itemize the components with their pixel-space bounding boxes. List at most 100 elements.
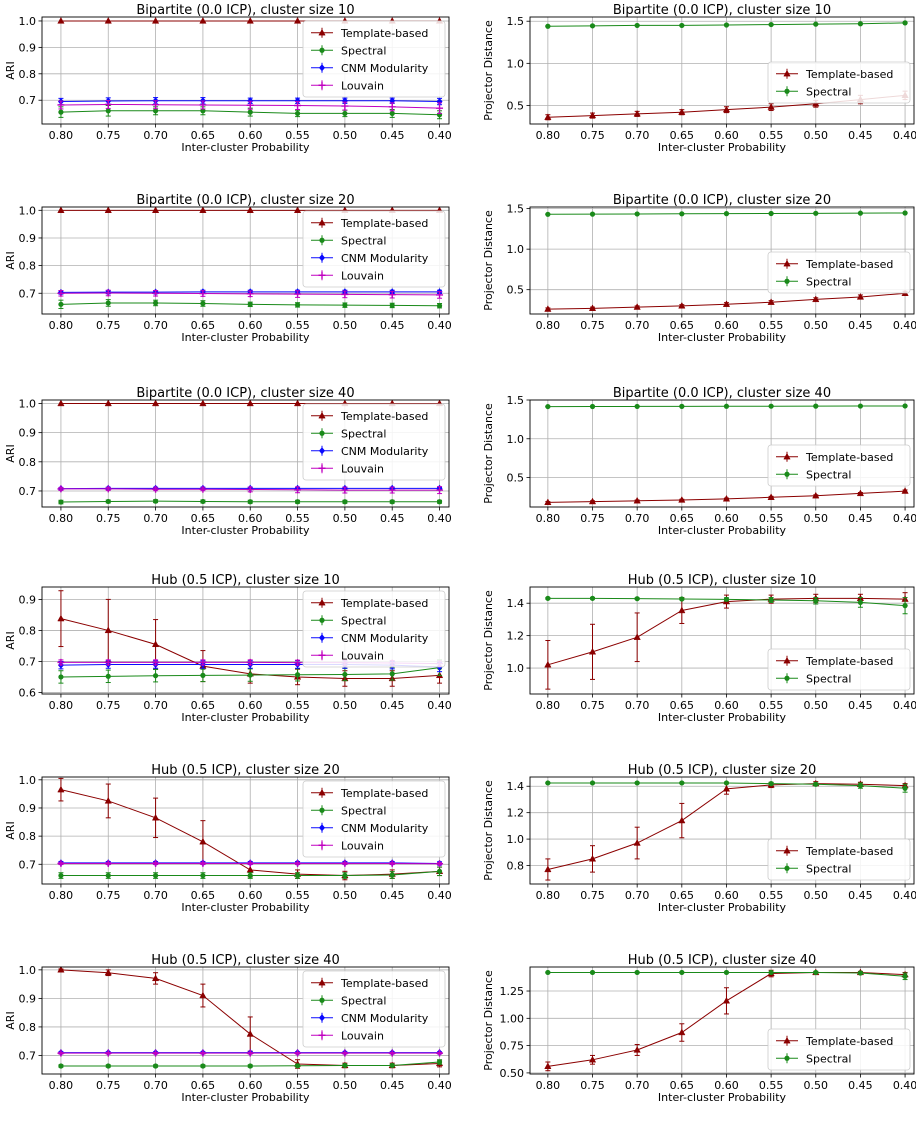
data-point (199, 859, 207, 867)
legend-item: Spectral (776, 85, 851, 98)
data-point (199, 206, 207, 213)
data-point (58, 1063, 64, 1069)
legend-marker (319, 634, 325, 642)
legend-label: Louvain (341, 649, 384, 662)
x-tick-label: 0.60 (238, 699, 263, 712)
legend-item: Template-based (311, 597, 428, 610)
data-point (679, 596, 685, 602)
x-tick-label: 0.70 (625, 319, 650, 332)
data-point (812, 295, 820, 303)
subplot-title: Bipartite (0.0 ICP), cluster size 10 (613, 3, 831, 18)
legend-label: Template-based (340, 27, 428, 40)
data-point (633, 633, 641, 640)
data-point (104, 206, 112, 213)
data-point (633, 1046, 641, 1053)
legend-item: Template-based (776, 1035, 893, 1048)
x-axis-label: Inter-cluster Probability (181, 524, 310, 537)
data-point (813, 781, 819, 787)
x-axis-label: Inter-cluster Probability (658, 141, 787, 154)
data-point (857, 403, 864, 409)
y-tick-label: 1.0 (507, 433, 525, 446)
data-point (57, 658, 65, 666)
data-point (902, 603, 908, 609)
data-point (199, 101, 207, 109)
series-spectral (545, 780, 908, 793)
y-tick-label: 0.9 (19, 232, 37, 245)
legend-marker (784, 471, 790, 477)
data-point (151, 399, 160, 407)
data-point (722, 494, 731, 502)
data-point (105, 108, 111, 114)
legend-item: Louvain (311, 79, 384, 92)
y-tick-label: 0.8 (19, 624, 37, 637)
data-point (294, 1049, 302, 1057)
x-tick-label: 0.65 (670, 512, 695, 525)
legend-marker (318, 598, 326, 606)
legend-label: Spectral (806, 862, 851, 875)
x-axis-label: Inter-cluster Probability (658, 524, 787, 537)
axes-frame (529, 399, 915, 508)
series-louvain (57, 289, 444, 299)
data-point (152, 108, 159, 114)
x-tick-label: 0.75 (96, 512, 121, 525)
legend-marker (318, 978, 326, 986)
x-tick-label: 0.80 (536, 889, 561, 902)
x-tick-label: 0.40 (427, 889, 452, 902)
y-axis-label: ARI (4, 1011, 17, 1029)
x-tick-label: 0.60 (238, 512, 263, 525)
y-tick-label: 1.0 (19, 15, 37, 28)
y-tick-label: 0.7 (19, 485, 37, 498)
y-tick-label: 0.9 (19, 992, 37, 1005)
series-spectral (58, 866, 443, 879)
y-tick-label: 0.8 (507, 860, 525, 873)
legend-marker (318, 28, 326, 36)
axes-frame (41, 586, 450, 695)
data-point (545, 780, 551, 786)
x-tick-label: 0.75 (96, 129, 121, 142)
legend-label: Spectral (341, 44, 386, 57)
data-point (813, 21, 819, 27)
data-point (341, 1049, 349, 1057)
data-point (152, 498, 159, 504)
x-tick-label: 0.75 (96, 889, 121, 902)
data-point (58, 674, 64, 680)
data-point (679, 969, 685, 976)
data-point (722, 784, 731, 792)
x-tick-label: 0.70 (143, 699, 168, 712)
series-spectral (58, 498, 443, 505)
data-point (152, 300, 159, 306)
y-tick-label: 0.75 (500, 1040, 525, 1053)
y-tick-label: 1.0 (507, 243, 525, 256)
subplot-title: Hub (0.5 ICP), cluster size 40 (628, 953, 817, 968)
legend-marker (319, 1014, 325, 1022)
data-point (104, 797, 112, 804)
data-point (342, 872, 348, 879)
data-point (902, 973, 908, 979)
data-point (294, 499, 301, 505)
data-point (294, 859, 302, 867)
x-tick-label: 0.40 (893, 129, 916, 142)
y-tick-label: 0.8 (19, 68, 37, 81)
data-point (105, 872, 111, 879)
legend-label: CNM Modularity (341, 62, 429, 75)
legend-item: Spectral (311, 44, 386, 57)
y-tick-label: 0.5 (507, 284, 525, 297)
x-tick-label: 0.65 (670, 889, 695, 902)
legend-label: Template-based (805, 451, 893, 464)
x-tick-label: 0.40 (427, 129, 452, 142)
data-point (857, 970, 864, 976)
legend-item: Spectral (776, 672, 851, 685)
data-point (436, 486, 444, 494)
legend-marker (319, 47, 325, 53)
data-point (341, 102, 349, 110)
legend-marker (318, 81, 326, 89)
x-tick-label: 0.40 (893, 512, 916, 525)
data-point (104, 859, 112, 867)
data-point (436, 860, 444, 868)
data-point (544, 865, 552, 873)
series-spectral (58, 299, 443, 309)
data-point (199, 290, 207, 298)
data-point (57, 785, 65, 793)
y-tick-label: 0.7 (19, 94, 37, 107)
